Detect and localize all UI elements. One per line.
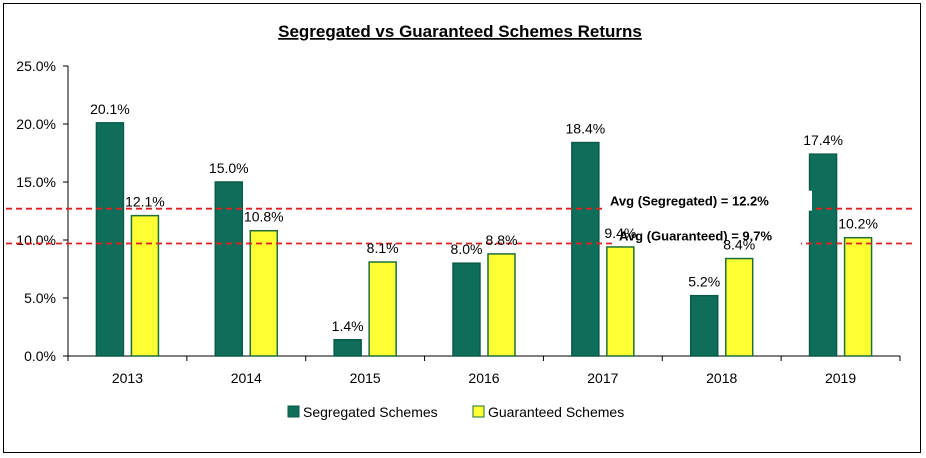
x-tick-label: 2019 — [825, 370, 856, 386]
bar-guaranteed — [368, 261, 397, 357]
data-label-segregated: 18.4% — [566, 121, 606, 137]
x-tick-label: 2013 — [112, 370, 143, 386]
bar-segregated — [333, 339, 362, 357]
data-label-guaranteed: 10.2% — [838, 216, 878, 232]
bar-guaranteed — [606, 246, 635, 357]
data-label-guaranteed: 8.8% — [486, 232, 518, 248]
bar-guaranteed — [724, 257, 754, 357]
legend-label: Guaranteed Schemes — [488, 404, 624, 420]
data-labels: 20.1% 15.0% 1.4% 8.0% 18.4% 5.2% 17.4% 12.1% 10.… — [90, 101, 878, 334]
y-tick-label: 10.0% — [16, 232, 56, 248]
bar-guaranteed — [843, 236, 873, 357]
x-tick-label: 2018 — [706, 370, 737, 386]
legend-label: Segregated Schemes — [303, 404, 438, 420]
bar-segregated — [95, 122, 125, 357]
bar-segregated — [571, 141, 600, 357]
annotation-box — [615, 225, 801, 246]
average-annotation: Avg (Guaranteed) = 9.7% — [619, 228, 772, 243]
data-label-guaranteed: 8.1% — [367, 240, 399, 256]
y-tick-label: 5.0% — [24, 290, 56, 306]
x-tick-label: 2014 — [231, 370, 262, 386]
data-label-segregated: 5.2% — [688, 274, 720, 290]
average-annotation: Avg (Segregated) = 12.2% — [610, 194, 769, 209]
bar-segregated — [214, 181, 244, 357]
x-tick-label: 2015 — [350, 370, 381, 386]
y-tick-label: 0.0% — [24, 348, 56, 364]
data-label-segregated: 20.1% — [90, 101, 130, 117]
data-label-segregated: 17.4% — [803, 132, 843, 148]
bar-segregated — [452, 262, 481, 357]
y-tick-label: 15.0% — [16, 174, 56, 190]
annotation-box — [606, 190, 812, 211]
bar-guaranteed — [130, 214, 160, 357]
data-label-guaranteed: 10.8% — [244, 209, 284, 225]
data-label-segregated: 8.0% — [451, 241, 483, 257]
bar-guaranteed — [487, 253, 516, 357]
legend: Segregated Schemes Guaranteed Schemes — [287, 404, 624, 420]
bar-segregated — [689, 294, 719, 357]
bars — [95, 122, 873, 357]
reference-lines: Avg (Segregated) = 12.2% Avg (Guaranteed)… — [6, 190, 916, 246]
data-label-guaranteed: 8.4% — [723, 237, 755, 253]
data-label-guaranteed: 9.4% — [604, 225, 636, 241]
bar-segregated — [808, 153, 838, 357]
x-tick-label: 2016 — [468, 370, 499, 386]
data-label-segregated: 15.0% — [209, 160, 249, 176]
chart-title: Segregated vs Guaranteed Schemes Returns — [278, 22, 642, 41]
x-tick-label: 2017 — [587, 370, 618, 386]
y-tick-label: 25.0% — [16, 58, 56, 74]
legend-swatch — [287, 405, 300, 418]
data-label-guaranteed: 12.1% — [125, 194, 165, 210]
legend-swatch — [472, 405, 485, 418]
bar-guaranteed — [249, 229, 279, 357]
data-label-segregated: 1.4% — [332, 318, 364, 334]
y-tick-label: 20.0% — [16, 116, 56, 132]
